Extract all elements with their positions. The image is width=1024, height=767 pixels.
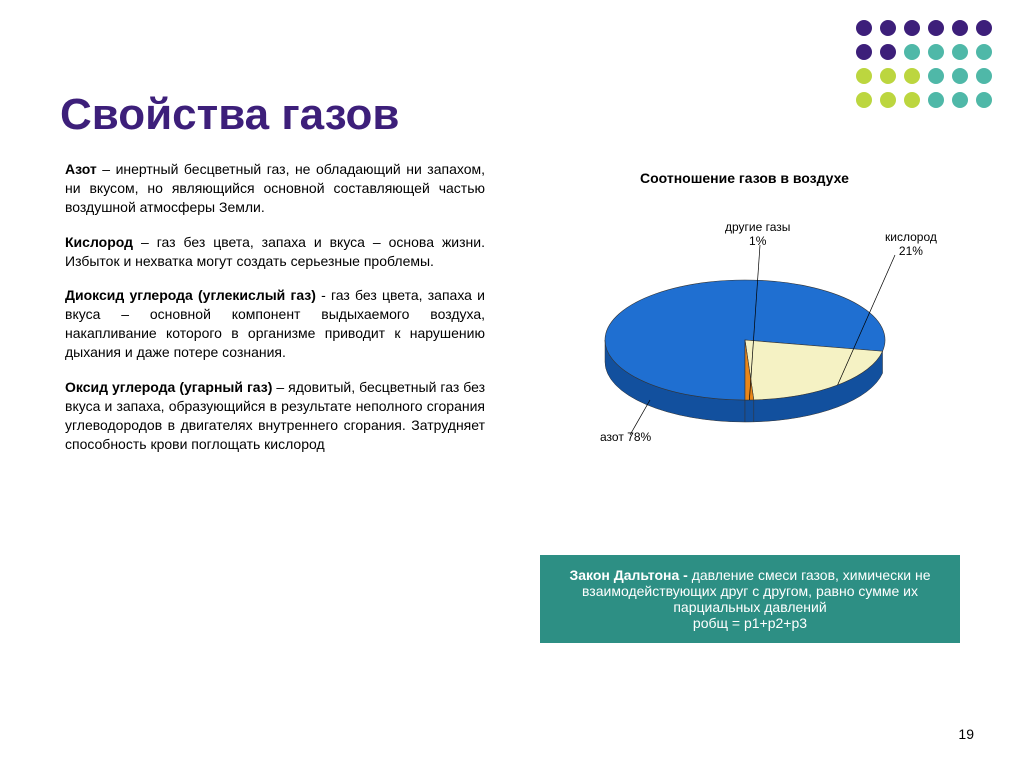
bold-oxygen: Кислород <box>65 234 133 250</box>
para-oxygen: Кислород – газ без цвета, запаха и вкуса… <box>65 233 485 271</box>
para-co2: Диоксид углерода (углекислый газ) - газ … <box>65 286 485 362</box>
label-oxygen: кислород 21% <box>885 230 937 259</box>
deco-dot <box>856 44 872 60</box>
page-title: Свойства газов <box>60 90 399 140</box>
deco-dot <box>928 20 944 36</box>
deco-dot <box>976 20 992 36</box>
deco-dot <box>856 68 872 84</box>
deco-dot <box>952 44 968 60</box>
law-formula: pобщ = p1+p2+p3 <box>693 615 807 631</box>
deco-dot <box>904 44 920 60</box>
deco-dot <box>952 92 968 108</box>
deco-dot <box>880 92 896 108</box>
deco-dot <box>904 20 920 36</box>
deco-dot <box>976 68 992 84</box>
para-nitrogen: Азот – инертный бесцветный газ, не облад… <box>65 160 485 217</box>
label-other: другие газы 1% <box>725 220 790 249</box>
para-co: Оксид углерода (угарный газ) – ядовитый,… <box>65 378 485 454</box>
deco-dot <box>904 68 920 84</box>
deco-dot <box>904 92 920 108</box>
deco-dot <box>952 68 968 84</box>
deco-dot <box>856 20 872 36</box>
deco-dot <box>928 92 944 108</box>
bold-co2: Диоксид углерода (углекислый газ) <box>65 287 316 303</box>
chart-title: Соотношение газов в воздухе <box>640 170 849 186</box>
bold-nitrogen: Азот <box>65 161 97 177</box>
deco-dot <box>976 92 992 108</box>
deco-dot <box>928 68 944 84</box>
deco-dot <box>856 92 872 108</box>
law-bold: Закон Дальтона - <box>570 567 692 583</box>
dalton-law-box: Закон Дальтона - давление смеси газов, х… <box>540 555 960 643</box>
pie-side <box>745 400 754 422</box>
deco-dot <box>976 44 992 60</box>
pie-chart: азот 78% кислород 21% другие газы 1% <box>530 200 960 460</box>
text-column: Азот – инертный бесцветный газ, не облад… <box>65 160 485 470</box>
deco-dot <box>880 20 896 36</box>
deco-dot <box>952 20 968 36</box>
page-number: 19 <box>958 726 974 742</box>
deco-dot <box>880 68 896 84</box>
corner-dots <box>856 20 994 110</box>
text-nitrogen: – инертный бесцветный газ, не обладающий… <box>65 161 485 215</box>
deco-dot <box>928 44 944 60</box>
label-nitrogen: азот 78% <box>600 430 651 444</box>
deco-dot <box>880 44 896 60</box>
bold-co: Оксид углерода (угарный газ) <box>65 379 272 395</box>
